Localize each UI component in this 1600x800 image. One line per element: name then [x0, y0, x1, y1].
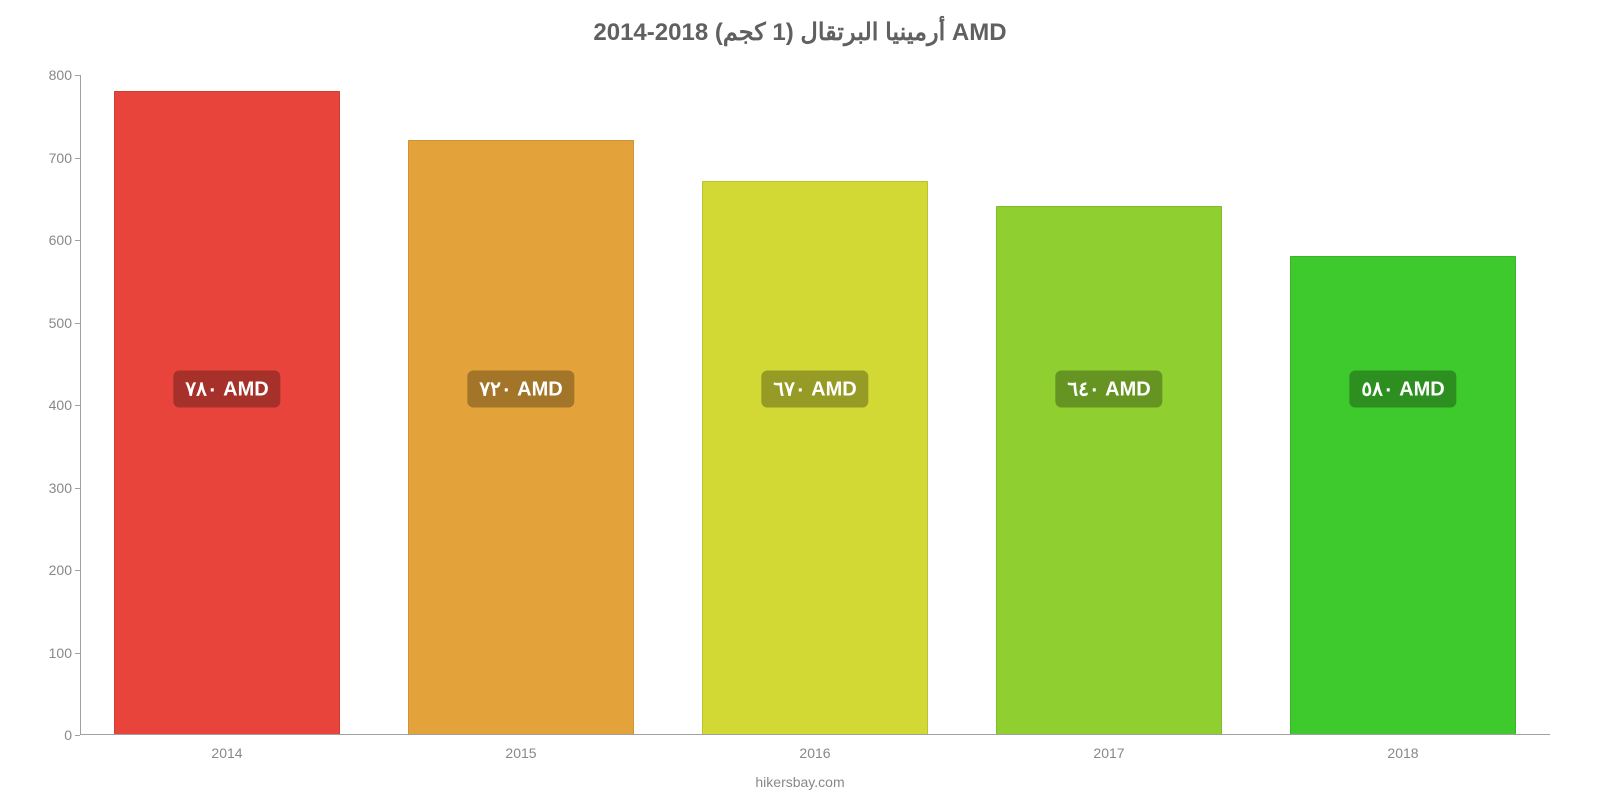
y-tick-label: 300 [30, 480, 72, 496]
x-tick-label: 2016 [799, 745, 830, 761]
y-tick-label: 100 [30, 645, 72, 661]
bar [408, 140, 634, 734]
bar-value-label: ٦٤٠ AMD [1055, 370, 1162, 407]
bar-value-label: ٧٢٠ AMD [467, 370, 574, 407]
bar [1290, 256, 1516, 735]
source-attribution: hikersbay.com [755, 774, 844, 790]
bar-value-label: ٦٧٠ AMD [761, 370, 868, 407]
x-tick-label: 2018 [1387, 745, 1418, 761]
chart-plot-area: 0100200300400500600700800٧٨٠ AMD2014٧٢٠ … [80, 75, 1550, 735]
y-tick-label: 0 [30, 727, 72, 743]
y-tick-label: 700 [30, 150, 72, 166]
y-axis-line [80, 75, 81, 735]
x-tick-label: 2014 [211, 745, 242, 761]
x-tick-label: 2015 [505, 745, 536, 761]
bar [114, 91, 340, 735]
x-axis-line [80, 734, 1550, 735]
bar-value-label: ٥٨٠ AMD [1349, 370, 1456, 407]
y-tick-label: 800 [30, 67, 72, 83]
chart-title: أرمينيا البرتقال (1 كجم) 2018-2014 AMD [0, 0, 1600, 47]
y-tick-label: 600 [30, 232, 72, 248]
bar [702, 181, 928, 734]
y-tick-label: 500 [30, 315, 72, 331]
bar [996, 206, 1222, 734]
y-tick-label: 200 [30, 562, 72, 578]
bar-value-label: ٧٨٠ AMD [173, 370, 280, 407]
x-tick-label: 2017 [1093, 745, 1124, 761]
y-tick-label: 400 [30, 397, 72, 413]
